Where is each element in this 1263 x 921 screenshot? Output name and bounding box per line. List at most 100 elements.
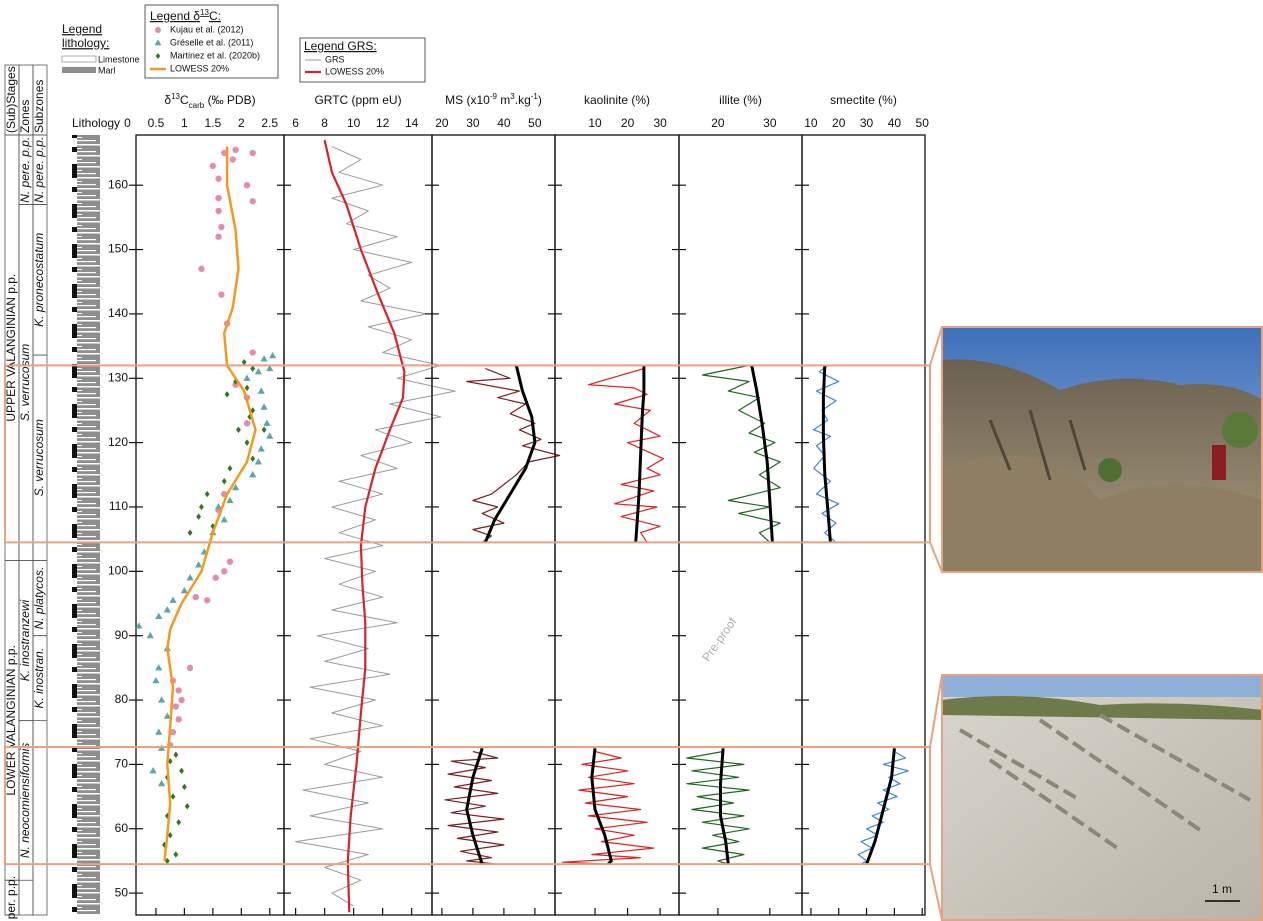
y-tick-label: 130 — [108, 370, 128, 384]
zone-label: LOWER VALANGINIAN p.p. — [4, 645, 18, 796]
point — [243, 374, 251, 381]
legend-label: LOWESS 20% — [325, 66, 384, 76]
column-header: (Sub)Stages — [4, 66, 18, 133]
point — [192, 593, 199, 601]
x-tick-label: 20 — [832, 116, 846, 130]
point — [260, 355, 268, 362]
series-line — [561, 368, 664, 865]
point — [249, 471, 257, 478]
x-tick-label: 50 — [528, 116, 542, 130]
y-tick-label: 50 — [115, 885, 129, 899]
point — [227, 465, 233, 472]
x-tick-label: 1.5 — [205, 116, 222, 130]
series-line — [719, 365, 774, 865]
point — [210, 523, 216, 530]
text-part: illite (%) — [719, 93, 762, 107]
point — [232, 381, 239, 388]
point — [218, 291, 225, 298]
column-header: Zones — [18, 100, 32, 133]
photo-bottom: 1 m — [942, 675, 1263, 921]
panel-frame — [801, 134, 926, 916]
point — [149, 767, 157, 774]
point — [241, 358, 247, 366]
series-line — [444, 368, 561, 865]
point — [254, 458, 262, 465]
point — [178, 696, 185, 704]
legend-box — [144, 4, 279, 79]
point — [135, 622, 143, 629]
point — [163, 606, 171, 613]
point — [176, 819, 182, 826]
zone-label: N. neocomiensiformis — [18, 743, 32, 858]
point — [266, 364, 274, 372]
x-tick-label: 8 — [321, 116, 328, 130]
point — [175, 716, 182, 723]
zone-label: N. pere. p.p. — [32, 137, 46, 203]
legend-label: LOWESS 20% — [170, 63, 229, 73]
panel-frame — [678, 134, 803, 916]
point — [186, 664, 194, 672]
legend-label: Kujau et al. (2012) — [170, 24, 244, 34]
point — [155, 728, 163, 735]
point — [180, 586, 188, 594]
text-part: 13 — [171, 92, 180, 101]
legend-label: Gréselle et al. (2011) — [170, 37, 253, 47]
point — [179, 767, 184, 775]
point — [164, 857, 170, 865]
y-tick-label: 70 — [115, 757, 129, 771]
point — [244, 439, 250, 446]
x-tick-label: 30 — [763, 116, 777, 130]
x-tick-label: 30 — [653, 116, 667, 130]
text-part: 3 — [510, 92, 515, 101]
text-part: 13 — [200, 8, 209, 17]
x-tick-label: 20 — [621, 116, 635, 130]
zone-label: K. inostranzewi — [18, 600, 32, 682]
x-tick-label: 14 — [405, 116, 419, 130]
point — [257, 445, 265, 452]
point — [232, 483, 240, 491]
text-part: carb — [189, 101, 205, 110]
point — [212, 574, 219, 581]
point — [173, 851, 179, 858]
point — [220, 516, 228, 523]
series-line — [323, 139, 406, 913]
x-tick-label: 2 — [238, 116, 245, 130]
text-part: m — [497, 93, 510, 107]
panel-frame — [283, 134, 433, 916]
series-line — [813, 364, 909, 865]
x-tick-label: 30 — [466, 116, 480, 130]
point — [204, 490, 210, 498]
legend-label: Martinez et al. (2020b) — [170, 50, 260, 60]
x-tick-label: 12 — [376, 116, 390, 130]
photo-frame — [941, 326, 1263, 573]
text-part: (‰ PDB) — [204, 93, 255, 107]
y-tick-label: 90 — [115, 628, 129, 642]
x-tick-label: 30 — [860, 116, 874, 130]
interval-connector — [929, 326, 943, 366]
point — [215, 207, 222, 215]
interval-box — [4, 746, 931, 866]
panel-title: MS (x10-9 m3.kg-1) — [445, 92, 542, 108]
point — [162, 841, 167, 849]
text-part: -9 — [490, 92, 498, 101]
series-line — [163, 146, 257, 862]
lithology-bars — [72, 135, 77, 915]
point — [173, 751, 179, 758]
point — [218, 223, 225, 231]
y-tick-label: 110 — [109, 499, 128, 513]
point — [167, 831, 173, 839]
point — [187, 529, 193, 536]
zone-label: N. platycos. — [32, 567, 46, 630]
watermark: Pre-proof — [699, 614, 740, 664]
point — [181, 783, 187, 791]
text-part: GRTC (ppm eU) — [314, 93, 401, 107]
point — [249, 149, 256, 157]
panel-title: GRTC (ppm eU) — [314, 93, 401, 107]
panel-title: illite (%) — [719, 93, 762, 107]
legend-symbol — [154, 39, 162, 46]
point — [244, 384, 250, 392]
column-header: Subzones — [32, 80, 46, 133]
point — [215, 233, 222, 240]
zone-label: S. verrucosum — [32, 419, 46, 496]
